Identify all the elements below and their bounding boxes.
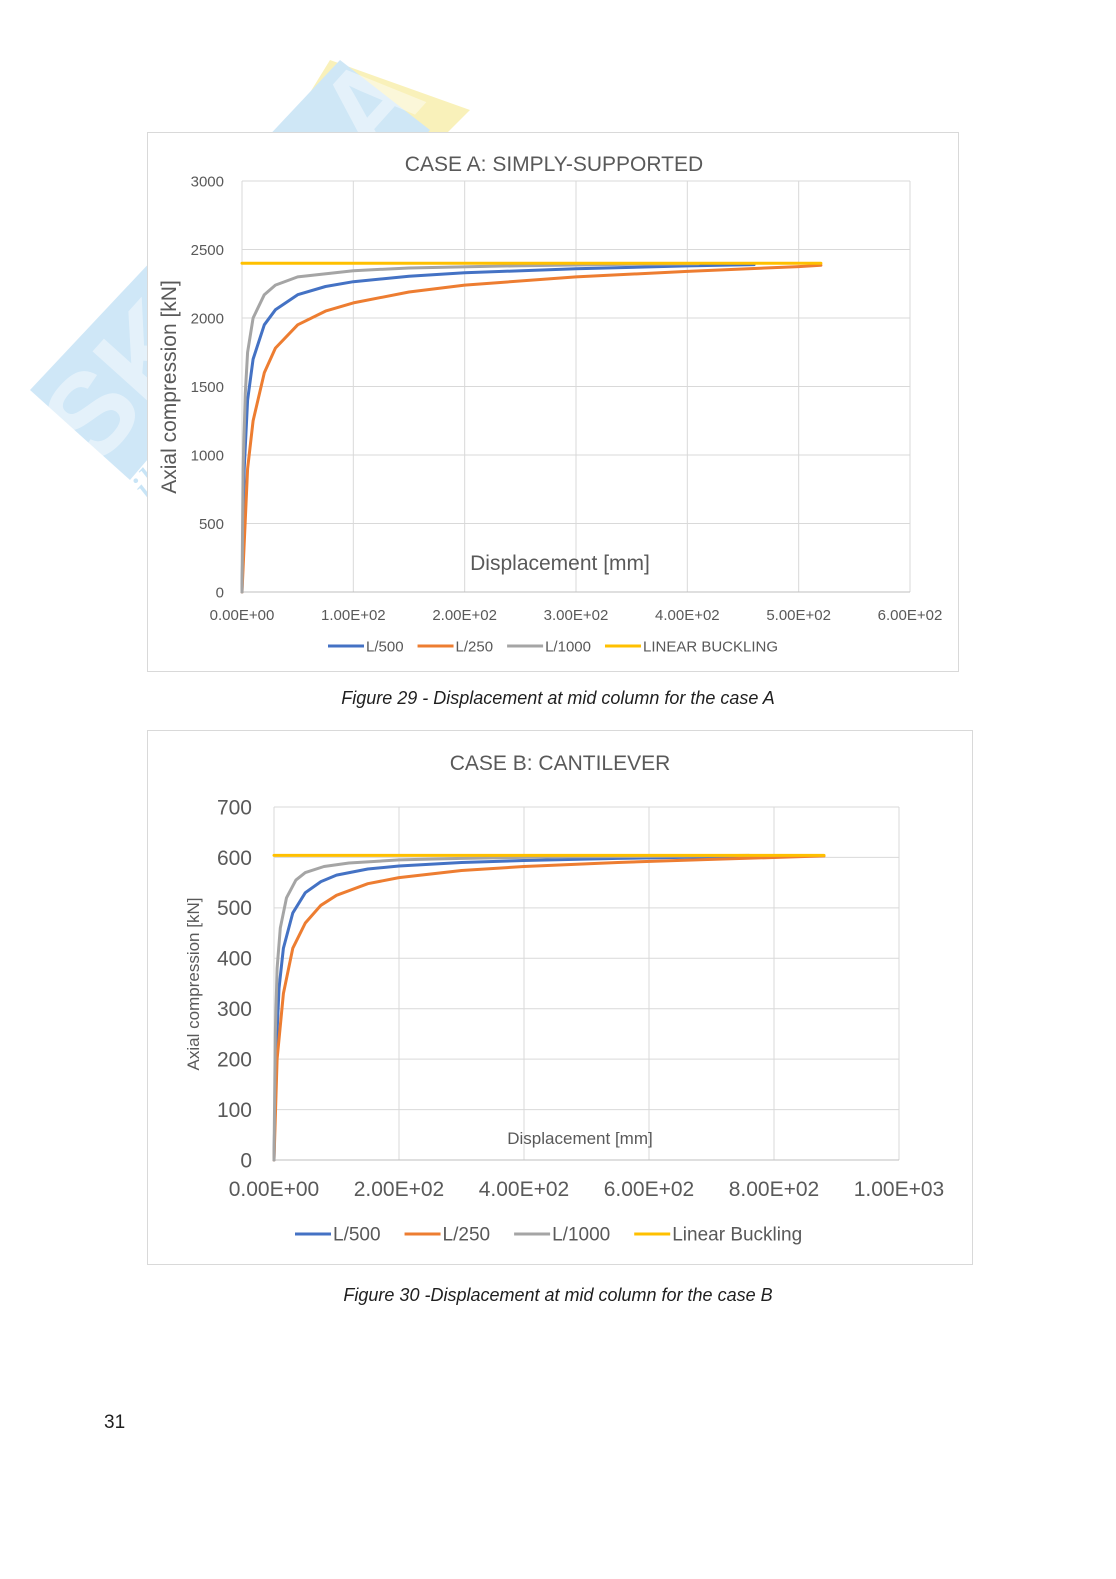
x-tick-label: 8.00E+02 — [729, 1178, 820, 1201]
y-axis-title: Axial compression [kN] — [184, 898, 203, 1071]
chart-case-a-svg: CASE A: SIMPLY-SUPPORTED 0 500 1000 1500 2000… — [158, 153, 943, 655]
x-tick-label: 4.00E+02 — [479, 1178, 570, 1201]
y-tick-label: 100 — [217, 1099, 252, 1122]
series-line-l-250 — [240, 263, 823, 594]
y-tick-label: 0 — [240, 1149, 252, 1172]
legend-label-l-500: L/500 — [333, 1225, 381, 1246]
chart-case-b: CASE B: CANTILEVER 0 100 200 300 400 500 600 700… — [147, 730, 973, 1265]
x-tick-label: 2.00E+02 — [432, 607, 497, 624]
legend-label-l-250: L/250 — [443, 1225, 491, 1246]
legend-label-l-500: L/500 — [366, 638, 404, 655]
y-tick-label: 3000 — [191, 173, 224, 190]
legend-label-l-1000: L/1000 — [552, 1225, 610, 1246]
x-tick-label: 5.00E+02 — [766, 607, 831, 624]
y-tick-label: 200 — [217, 1048, 252, 1071]
x-tick-label: 1.00E+02 — [321, 607, 386, 624]
x-tick-label: 4.00E+02 — [655, 607, 720, 624]
x-axis-title: Displacement [mm] — [470, 552, 650, 575]
legend-label-l-250: L/250 — [456, 638, 494, 655]
y-tick-label: 1500 — [191, 379, 224, 396]
series-line-l-250 — [272, 854, 826, 1162]
x-tick-label: 3.00E+02 — [544, 607, 609, 624]
y-tick-label: 400 — [217, 948, 252, 971]
legend-label-linear-buckling: LINEAR BUCKLING — [643, 638, 778, 655]
chart-title: CASE B: CANTILEVER — [450, 752, 671, 775]
series-line-l-500 — [240, 263, 756, 594]
x-tick-label: 1.00E+03 — [854, 1178, 945, 1201]
legend-label-linear-buckling: Linear Buckling — [672, 1225, 802, 1246]
series-line-l-500 — [272, 854, 788, 1162]
y-tick-label: 700 — [217, 796, 252, 819]
y-tick-label: 0 — [216, 584, 224, 601]
chart-case-b-svg: CASE B: CANTILEVER 0 100 200 300 400 500 600 700… — [184, 752, 945, 1246]
figure-29-caption: Figure 29 - Displacement at mid column f… — [341, 688, 775, 708]
x-tick-label: 6.00E+02 — [878, 607, 943, 624]
series-line-l-1000 — [240, 262, 700, 594]
legend-label-l-1000: L/1000 — [545, 638, 591, 655]
x-tick-label: 0.00E+00 — [229, 1178, 320, 1201]
y-tick-label: 600 — [217, 847, 252, 870]
y-tick-label: 2000 — [191, 310, 224, 327]
y-tick-label: 500 — [217, 897, 252, 920]
page-number: 31 — [104, 1412, 126, 1433]
y-tick-label: 1000 — [191, 447, 224, 464]
x-axis-title: Displacement [mm] — [507, 1129, 652, 1148]
y-tick-label: 500 — [199, 516, 224, 533]
chart-case-a: CASE A: SIMPLY-SUPPORTED 0 500 1000 1500 2000… — [147, 132, 959, 672]
y-tick-label: 2500 — [191, 242, 224, 259]
y-tick-label: 300 — [217, 998, 252, 1021]
series-line-l-1000 — [272, 853, 751, 1162]
x-tick-label: 2.00E+02 — [354, 1178, 445, 1201]
chart-title: CASE A: SIMPLY-SUPPORTED — [405, 153, 703, 176]
y-axis-title: Axial compression [kN] — [158, 280, 181, 494]
x-tick-label: 6.00E+02 — [604, 1178, 695, 1201]
x-tick-label: 0.00E+00 — [210, 607, 275, 624]
figure-30-caption: Figure 30 -Displacement at mid column fo… — [343, 1285, 773, 1305]
